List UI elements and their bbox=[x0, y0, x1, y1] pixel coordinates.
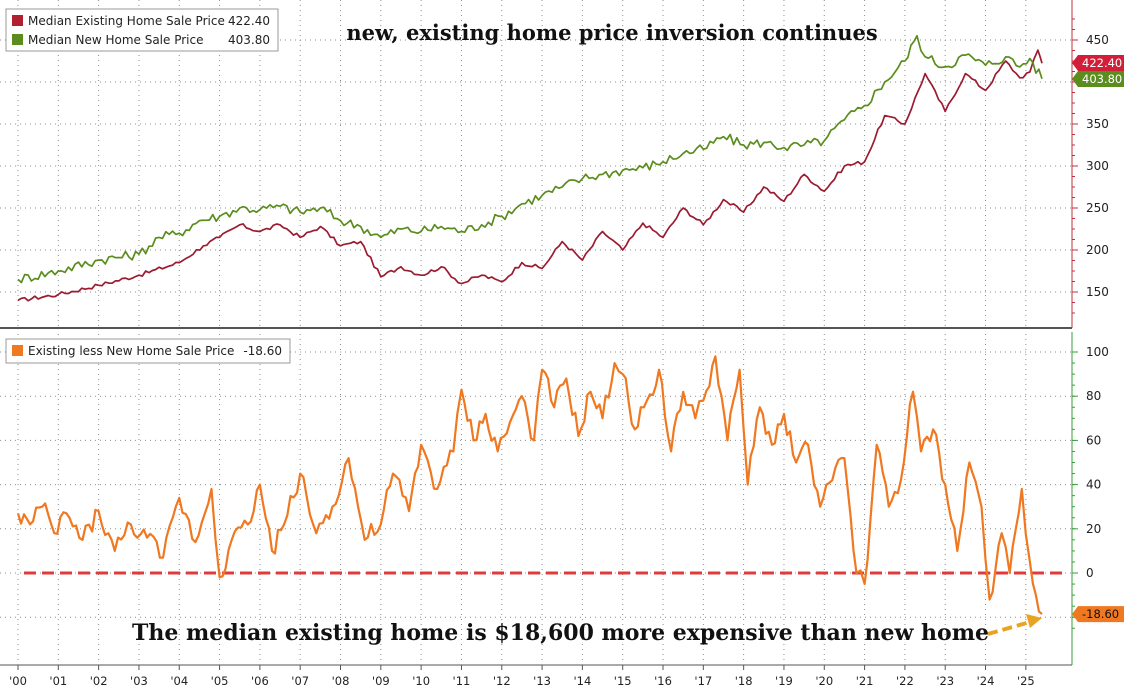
legend-label-new: Median New Home Sale Price bbox=[28, 33, 203, 47]
y-tick-label: 80 bbox=[1086, 389, 1101, 403]
tag-new-value: 403.80 bbox=[1082, 72, 1122, 86]
bottom-legend: Existing less New Home Sale Price -18.60 bbox=[5, 338, 291, 364]
x-tick-label: '24 bbox=[977, 674, 995, 688]
x-tick-label: '00 bbox=[9, 674, 27, 688]
legend-label-existing: Median Existing Home Sale Price bbox=[28, 14, 225, 28]
x-tick-label: '03 bbox=[130, 674, 148, 688]
x-tick-label: '15 bbox=[614, 674, 632, 688]
x-tick-label: '25 bbox=[1017, 674, 1035, 688]
y-tick-label: 100 bbox=[1086, 345, 1109, 359]
legend-value-existing: 422.40 bbox=[228, 14, 270, 28]
x-tick-label: '17 bbox=[694, 674, 712, 688]
y-tick-label: 200 bbox=[1086, 243, 1109, 257]
x-ticks: '00 '01 '02 '03 '04 '05 '06 '07 '08 '09 '10 '11 '12 '… bbox=[9, 665, 1035, 688]
x-tick-label: '01 bbox=[49, 674, 67, 688]
top-legend: Median Existing Home Sale Price 422.40 M… bbox=[5, 8, 279, 52]
legend-value-spread: -18.60 bbox=[243, 344, 282, 358]
bottom-legend-box bbox=[5, 338, 291, 364]
chart-title: new, existing home price inversion conti… bbox=[346, 20, 877, 45]
y-tick-label: 300 bbox=[1086, 159, 1109, 173]
tag-existing-value: 422.40 bbox=[1082, 56, 1122, 70]
top-gridlines bbox=[0, 0, 1072, 326]
x-tick-label: '04 bbox=[170, 674, 188, 688]
x-tick-label: '13 bbox=[533, 674, 551, 688]
x-tick-label: '21 bbox=[856, 674, 874, 688]
tag-existing-shape bbox=[1072, 54, 1124, 71]
x-tick-label: '10 bbox=[412, 674, 430, 688]
tag-spread-value: -18.60 bbox=[1082, 607, 1119, 621]
last-value-tag-existing: 422.40 bbox=[1072, 54, 1124, 71]
bottom-series bbox=[16, 355, 1043, 615]
legend-value-new: 403.80 bbox=[228, 33, 270, 47]
series-line-new bbox=[17, 34, 1043, 284]
x-tick-label: '05 bbox=[211, 674, 229, 688]
x-tick-label: '08 bbox=[332, 674, 350, 688]
y-tick-label: 150 bbox=[1086, 285, 1109, 299]
bottom-gridlines bbox=[0, 334, 1072, 663]
x-tick-label: '16 bbox=[654, 674, 672, 688]
series-line-existing bbox=[17, 49, 1043, 302]
bottom-y-ticks: 0 20 40 60 80 100 bbox=[1072, 345, 1109, 629]
y-tick-label: 350 bbox=[1086, 117, 1109, 131]
annotation-arrow-shaft bbox=[987, 620, 1031, 636]
x-tick-label: '19 bbox=[775, 674, 793, 688]
y-tick-label: 60 bbox=[1086, 433, 1101, 447]
y-tick-label: 450 bbox=[1086, 33, 1109, 47]
x-tick-label: '23 bbox=[936, 674, 954, 688]
x-tick-label: '20 bbox=[815, 674, 833, 688]
annotation-text: The median existing home is $18,600 more… bbox=[132, 620, 989, 646]
x-tick-label: '11 bbox=[453, 674, 471, 688]
y-tick-label: 0 bbox=[1086, 566, 1094, 580]
top-legend-box bbox=[5, 8, 279, 52]
annotation-arrow bbox=[987, 614, 1042, 636]
x-tick-label: '18 bbox=[735, 674, 753, 688]
tag-new-shape bbox=[1072, 70, 1124, 87]
y-tick-label: 40 bbox=[1086, 478, 1101, 492]
x-tick-label: '09 bbox=[372, 674, 390, 688]
series-line-spread bbox=[16, 355, 1043, 615]
x-tick-label: '02 bbox=[90, 674, 108, 688]
top-series bbox=[17, 34, 1043, 302]
x-tick-label: '06 bbox=[251, 674, 269, 688]
annotation-arrow-head bbox=[1026, 614, 1042, 628]
x-tick-label: '12 bbox=[493, 674, 511, 688]
last-value-tag-new: 403.80 bbox=[1072, 70, 1124, 87]
legend-swatch-existing bbox=[12, 15, 23, 26]
x-tick-label: '14 bbox=[573, 674, 591, 688]
x-tick-label: '07 bbox=[291, 674, 309, 688]
y-tick-label: 250 bbox=[1086, 201, 1109, 215]
tag-spread-shape bbox=[1072, 606, 1124, 623]
y-tick-label: 20 bbox=[1086, 522, 1101, 536]
legend-label-spread: Existing less New Home Sale Price bbox=[28, 344, 234, 358]
last-value-tag-spread: -18.60 bbox=[1072, 606, 1124, 623]
legend-swatch-spread bbox=[12, 345, 23, 356]
legend-swatch-new bbox=[12, 34, 23, 45]
x-tick-label: '22 bbox=[896, 674, 914, 688]
